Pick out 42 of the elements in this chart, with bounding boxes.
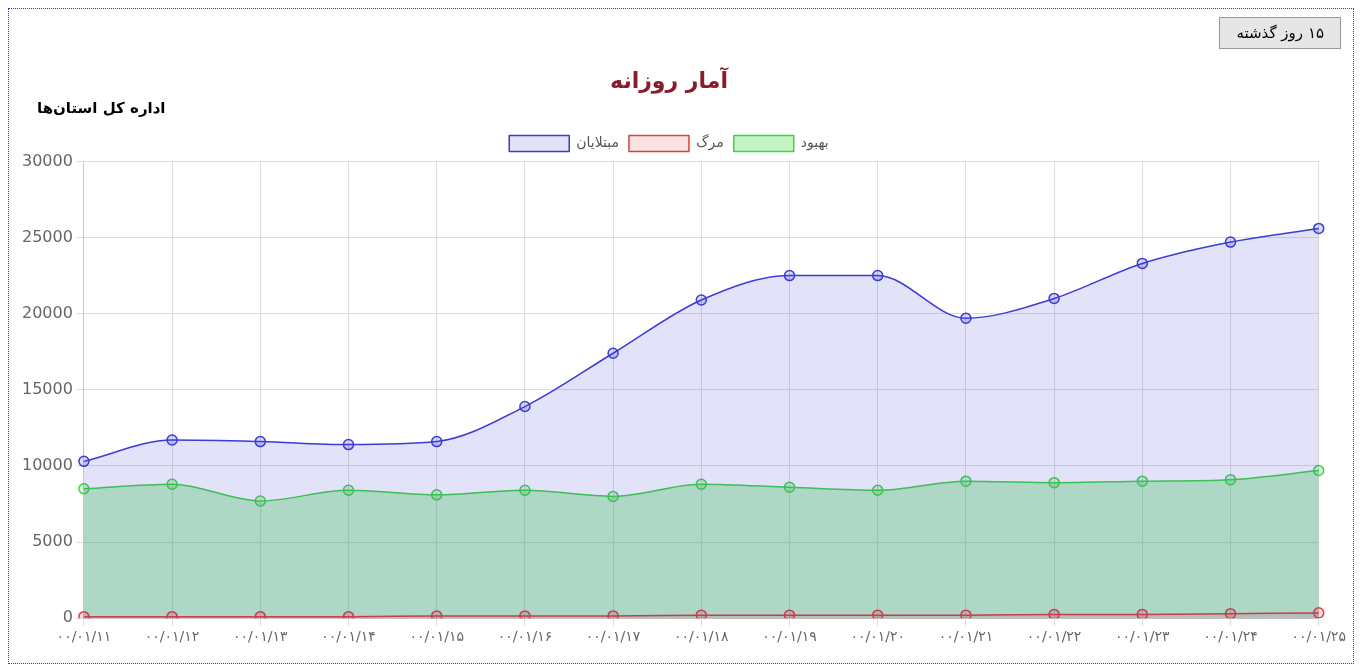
- point: [342, 438, 355, 451]
- x-tick-label: ۰۰/۰۱/۲۳: [1115, 628, 1171, 645]
- x-tick-label: ۰۰/۰۱/۲۵: [1291, 628, 1347, 645]
- x-tick-label: ۰۰/۰۱/۱۱: [56, 628, 112, 645]
- point: [871, 269, 884, 282]
- x-tick-label: ۰۰/۰۱/۱۴: [321, 628, 376, 645]
- legend-label: بهبود: [800, 134, 829, 152]
- point: [166, 434, 178, 446]
- x-tick-label: ۰۰/۰۱/۲۲: [1026, 628, 1082, 645]
- y-tick-label: 30000: [21, 150, 73, 170]
- y-tick-label: 20000: [21, 302, 73, 322]
- x-tick-label: ۰۰/۰۱/۱۲: [144, 628, 200, 645]
- point: [607, 347, 619, 360]
- legend-label: مبتلایان: [576, 134, 619, 151]
- x-tick-label: ۰۰/۰۱/۱۶: [497, 628, 553, 645]
- point: [960, 312, 972, 324]
- y-tick-label: 5000: [32, 531, 73, 551]
- point: [1224, 236, 1237, 248]
- y-tick-label: 0: [62, 607, 73, 627]
- y-tick-label: 15000: [21, 378, 73, 398]
- x-tick-label: ۰۰/۰۱/۲۴: [1203, 628, 1258, 645]
- y-tick-label: 10000: [21, 455, 73, 475]
- point: [1136, 257, 1149, 270]
- point: [519, 400, 531, 413]
- point: [1312, 222, 1325, 235]
- point: [783, 269, 796, 282]
- chart-title: آمار روزانه: [610, 65, 729, 94]
- x-tick-label: ۰۰/۰۱/۱۷: [585, 628, 641, 645]
- point: [254, 435, 267, 448]
- y-tick-label: 25000: [21, 226, 73, 246]
- x-tick-label: ۰۰/۰۱/۲۱: [938, 628, 994, 645]
- point: [695, 294, 708, 306]
- point: [430, 435, 443, 448]
- text: اداره کل استان‌ها: [37, 99, 166, 117]
- legend-label: مرگ: [695, 133, 724, 152]
- x-tick-label: ۰۰/۰۱/۱۹: [762, 628, 817, 645]
- x-tick-label: ۰۰/۰۱/۱۳: [233, 628, 289, 645]
- point: [1048, 292, 1060, 305]
- x-tick-label: ۰۰/۰۱/۲۰: [850, 628, 905, 645]
- text: ۱۵ روز گذشته: [1219, 17, 1341, 49]
- x-tick-label: ۰۰/۰۱/۱۸: [674, 628, 730, 645]
- x-tick-label: ۰۰/۰۱/۱۵: [409, 628, 464, 645]
